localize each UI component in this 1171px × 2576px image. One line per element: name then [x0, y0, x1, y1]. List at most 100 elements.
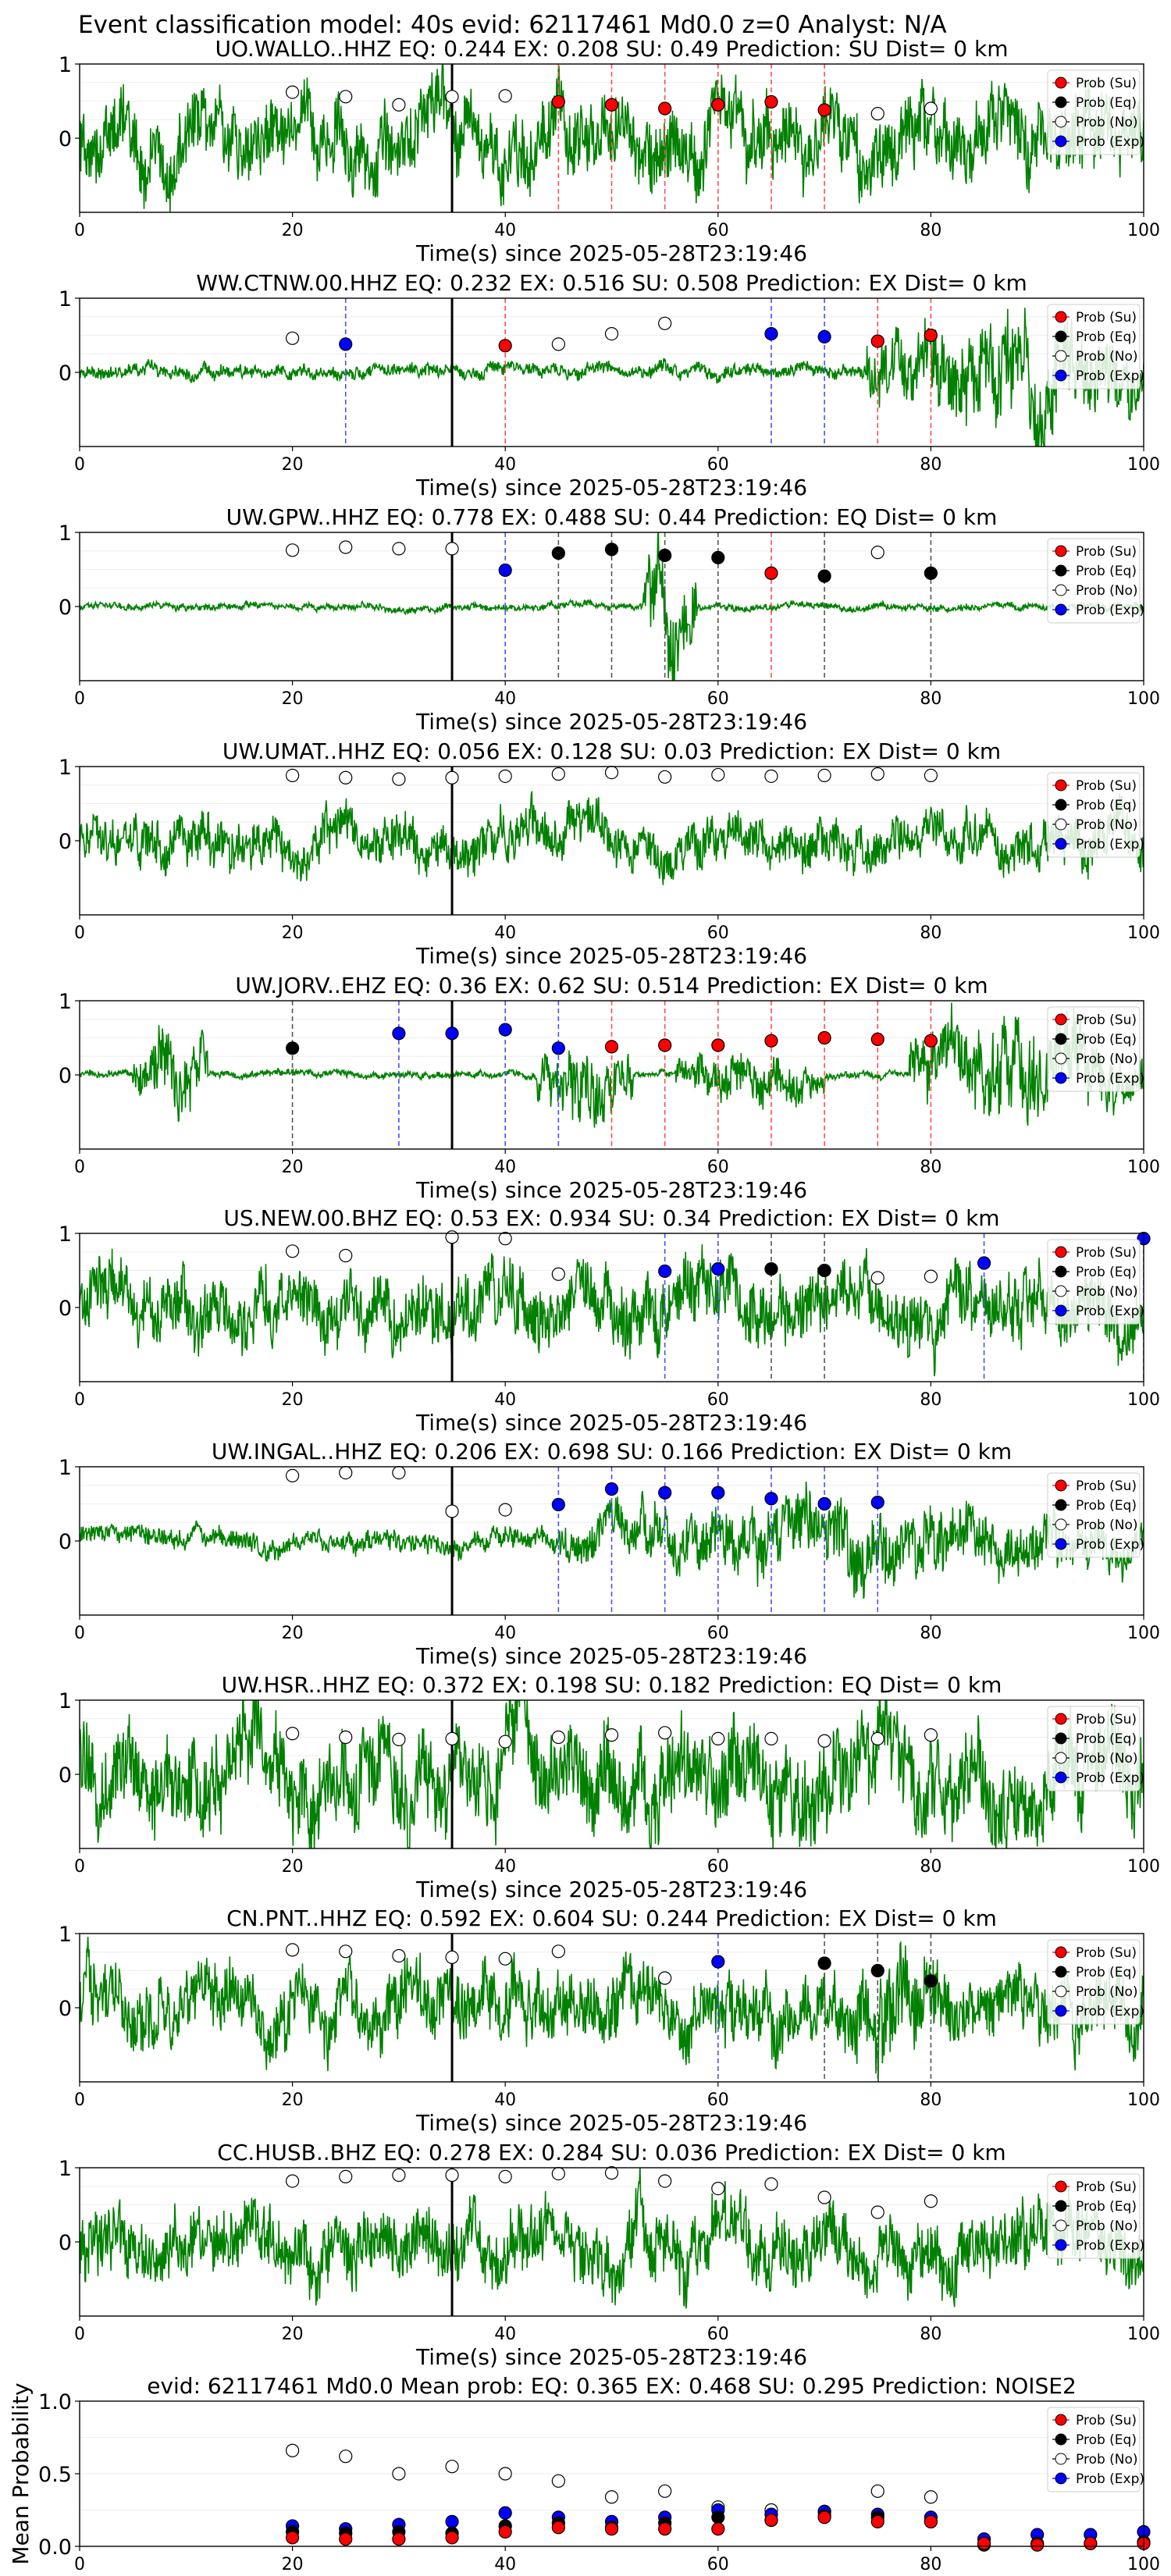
prob-point-no: [658, 1726, 672, 1740]
panel-8: UW.HSR..HHZ EQ: 0.372 EX: 0.198 SU: 0.18…: [59, 1672, 1160, 1902]
mean-prob-point-no: [551, 2474, 565, 2488]
y-tick-label: 1: [59, 53, 72, 77]
x-axis-label: Time(s) since 2025-05-28T23:19:46: [415, 709, 807, 735]
legend-label: Prob (Eq): [1076, 564, 1137, 579]
prob-point-no: [764, 1731, 778, 1745]
prob-point-no: [924, 768, 938, 783]
prob-point-no: [604, 2166, 619, 2180]
mean-prob-point-no: [870, 2484, 884, 2498]
axes-frame: [79, 1000, 1144, 1150]
x-tick-label: 80: [920, 689, 941, 709]
y-tick-label: 1: [59, 1222, 72, 1247]
legend-box: [1047, 538, 1141, 624]
prob-point-no: [764, 769, 778, 783]
x-tick-label: 80: [920, 1390, 941, 1410]
x-tick-label: 0: [74, 2325, 85, 2344]
prob-point-no: [339, 90, 353, 104]
legend-label: Prob (No): [1076, 2452, 1138, 2467]
legend-box: [1047, 2173, 1141, 2259]
legend-label: Prob (No): [1076, 2218, 1138, 2234]
prob-point-exp: [551, 1497, 565, 1512]
prob-point-exp: [711, 1485, 725, 1500]
x-axis-label: Time(s) since 2025-05-28T23:19:46: [415, 475, 807, 500]
mean-prob-point-su: [286, 2531, 300, 2545]
prob-point-exp: [711, 1261, 725, 1276]
x-tick-label: 40: [494, 455, 516, 475]
axes-frame: [79, 532, 1144, 681]
mean-prob-point-su: [551, 2521, 565, 2535]
prob-point-no: [817, 768, 831, 783]
legend-label: Prob (Su): [1076, 544, 1137, 560]
prob-point-su: [711, 98, 725, 112]
x-tick-label: 20: [282, 2090, 304, 2110]
legend-label: Prob (Su): [1076, 1945, 1137, 1961]
axes-frame: [79, 1466, 1144, 1616]
axes-frame: [79, 297, 1144, 447]
prob-point-no: [658, 1971, 672, 1985]
legend-marker-eq: [1055, 330, 1067, 343]
x-tick-label: 80: [920, 2090, 941, 2110]
prob-point-no: [392, 1732, 406, 1746]
x-tick-label: 0: [74, 1624, 85, 1643]
x-axis-label: Time(s) since 2025-05-28T23:19:46: [415, 240, 807, 266]
prob-point-no: [498, 89, 512, 103]
legend-marker-eq: [1055, 2200, 1067, 2212]
legend-label: Prob (Exp): [1076, 134, 1144, 150]
prob-point-no: [392, 98, 406, 112]
legend-marker-no: [1055, 1985, 1067, 1998]
panel-7: UW.INGAL..HHZ EQ: 0.206 EX: 0.698 SU: 0.…: [59, 1439, 1160, 1669]
x-tick-label: 20: [282, 2325, 304, 2344]
legend-box: [1047, 1472, 1141, 1558]
legend-label: Prob (Su): [1076, 1478, 1137, 1494]
legend-marker-no: [1055, 116, 1067, 128]
prob-point-su: [870, 334, 884, 348]
prob-point-no: [711, 1731, 725, 1745]
legend-label: Prob (No): [1076, 1517, 1138, 1533]
legend-marker-exp: [1055, 1771, 1067, 1784]
prob-point-no: [445, 770, 459, 785]
legend-box: [1047, 1006, 1141, 1092]
legend-label: Prob (Su): [1076, 310, 1137, 326]
x-tick-label: 0: [74, 1857, 85, 1877]
legend-marker-no: [1055, 2219, 1067, 2232]
prob-point-no: [604, 1728, 619, 1742]
legend-marker-su: [1055, 779, 1067, 792]
x-tick-label: 80: [920, 2555, 941, 2574]
plot-area: [80, 64, 1144, 212]
y-tick-label: 1: [59, 521, 72, 546]
y-tick-label: 1: [59, 1689, 72, 1713]
prob-point-no: [445, 542, 459, 556]
panel-title: US.NEW.00.BHZ EQ: 0.53 EX: 0.934 SU: 0.3…: [223, 1205, 999, 1231]
prob-point-no: [339, 1248, 353, 1263]
legend-label: Prob (Eq): [1076, 2199, 1137, 2215]
legend-label: Prob (Su): [1076, 1245, 1137, 1261]
x-tick-label: 20: [282, 1624, 304, 1643]
axes-frame: [79, 766, 1144, 916]
axes-frame: [79, 2167, 1144, 2317]
legend-label: Prob (Eq): [1076, 1032, 1137, 1048]
x-tick-label: 40: [494, 2090, 516, 2110]
mean-prob-point-su: [977, 2536, 991, 2550]
prob-point-no: [498, 1735, 512, 1749]
prob-point-no: [924, 101, 938, 116]
mean-prob-point-no: [392, 2467, 406, 2481]
y-tick-label: 1: [59, 1923, 72, 1947]
x-tick-label: 60: [707, 455, 729, 475]
legend-label: Prob (Eq): [1076, 95, 1137, 111]
x-axis-label: Time(s) since 2025-05-28T23:19:46: [415, 1410, 807, 1436]
panel-title: WW.CTNW.00.HHZ EQ: 0.232 EX: 0.516 SU: 0…: [196, 270, 1027, 296]
prob-point-exp: [977, 1256, 991, 1270]
mean-prob-point-no: [286, 2443, 300, 2457]
waveform-trace: [80, 1937, 1144, 2082]
x-tick-label: 100: [1127, 1857, 1160, 1877]
prob-point-no: [392, 772, 406, 786]
legend-label: Prob (Eq): [1076, 1965, 1137, 1980]
prob-point-no: [604, 765, 619, 780]
legend-label: Prob (Su): [1076, 778, 1137, 794]
legend-marker-no: [1055, 1285, 1067, 1297]
panel-3: UW.GPW..HHZ EQ: 0.778 EX: 0.488 SU: 0.44…: [59, 504, 1160, 735]
plot-area: [80, 767, 1144, 915]
x-tick-label: 0: [74, 923, 85, 943]
legend-box: [1047, 304, 1141, 390]
x-axis-label: Time(s) since 2025-05-28T23:19:46: [415, 2344, 807, 2370]
